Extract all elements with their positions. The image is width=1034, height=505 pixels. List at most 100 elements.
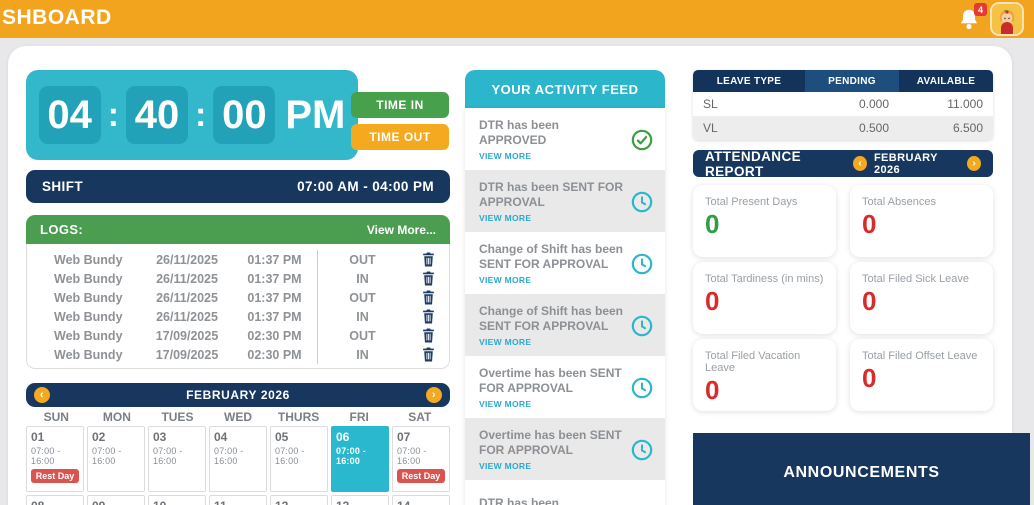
log-time: 01:37 PM [247, 252, 302, 267]
log-time: 01:37 PM [247, 290, 302, 305]
attendance-report-header: ATTENDANCE REPORT ‹ FEBRUARY 2026 › [693, 149, 993, 179]
log-row: Web Bundy 17/09/2025 02:30 PM IN [27, 345, 449, 364]
pending-clock-icon [631, 315, 653, 337]
stat-label: Total Filed Sick Leave [862, 273, 969, 285]
weekday-label: SUN [43, 410, 69, 424]
page-title: SHBOARD [2, 6, 112, 29]
day-number: 13 [336, 499, 384, 505]
calendar-day-cell[interactable]: 04 07:00 - 16:00 [209, 426, 267, 492]
logs-table: Web Bundy 26/11/2025 01:37 PM OUT Web Bu… [26, 244, 450, 369]
feed-item[interactable]: Overtime has been SENT FOR APPROVAL VIEW… [465, 356, 665, 418]
calendar-day-cell[interactable]: 13 [331, 495, 389, 505]
log-date: 17/09/2025 [155, 328, 219, 343]
feed-item[interactable]: DTR has been SENT FOR APPROVAL VIEW MORE [465, 170, 665, 232]
weekday-label: SAT [408, 410, 432, 424]
leave-type-header: LEAVE TYPE [716, 75, 782, 87]
attendance-next-button[interactable]: › [967, 156, 982, 171]
feed-item-title: Overtime has been SENT FOR APPROVAL [479, 428, 622, 457]
feed-item[interactable]: Change of Shift has been SENT FOR APPROV… [465, 232, 665, 294]
stat-card-absences: Total Absences 0 [850, 185, 993, 257]
weekday-label: THURS [277, 410, 320, 424]
calendar-day-cell[interactable]: 09 [87, 495, 145, 505]
user-avatar[interactable] [990, 2, 1024, 36]
calendar-day-cell[interactable]: 07 07:00 - 16:00 Rest Day [392, 426, 450, 492]
leave-table-header: LEAVE TYPE PENDING AVAILABLE [693, 70, 993, 92]
feed-item-title: DTR has been APPROVED [479, 118, 560, 147]
log-source: Web Bundy [54, 271, 123, 286]
logs-view-more-link[interactable]: View More... [366, 222, 436, 237]
log-status: OUT [317, 288, 407, 307]
delete-log-icon[interactable] [407, 252, 449, 267]
shift-bar: SHIFT 07:00 AM - 04:00 PM [26, 170, 450, 203]
weekday-label: WED [224, 410, 253, 424]
day-number: 04 [214, 430, 228, 444]
logs-header: LOGS: View More... [26, 215, 450, 244]
day-shift-time: 07:00 - 16:00 [153, 446, 183, 466]
feed-view-more-link[interactable]: VIEW MORE [479, 151, 532, 161]
feed-view-more-link[interactable]: VIEW MORE [479, 461, 532, 471]
log-date: 26/11/2025 [156, 290, 218, 305]
calendar-day-cell[interactable]: 05 07:00 - 16:00 [270, 426, 328, 492]
clock-seconds: 00 [213, 86, 276, 144]
calendar-grid: 01 07:00 - 16:00 Rest Day 02 07:00 - 16:… [26, 426, 450, 505]
day-number: 01 [31, 430, 45, 444]
shift-schedule: 07:00 AM - 04:00 PM [297, 179, 434, 194]
weekday-label: TUES [161, 410, 194, 424]
calendar-month-label: FEBRUARY 2026 [186, 388, 290, 402]
stat-label: Total Tardiness (in mins) [705, 273, 824, 285]
attendance-prev-button[interactable]: ‹ [853, 156, 867, 171]
announcements-title: ANNOUNCEMENTS [783, 464, 940, 481]
stat-value: 0 [705, 286, 720, 316]
log-status: IN [317, 269, 407, 288]
feed-item[interactable]: Change of Shift has been SENT FOR APPROV… [465, 294, 665, 356]
day-number: 03 [153, 430, 167, 444]
clock-hours: 04 [38, 86, 101, 144]
feed-item-title: Change of Shift has been SENT FOR APPROV… [479, 242, 624, 271]
log-time: 02:30 PM [247, 328, 302, 343]
calendar-day-cell[interactable]: 11 [209, 495, 267, 505]
feed-view-more-link[interactable]: VIEW MORE [479, 275, 532, 285]
calendar-day-cell-today[interactable]: 06 07:00 - 16:00 [331, 426, 389, 492]
feed-view-more-link[interactable]: VIEW MORE [479, 213, 532, 223]
feed-view-more-link[interactable]: VIEW MORE [479, 399, 532, 409]
stat-card-sick-leave: Total Filed Sick Leave 0 [850, 262, 993, 334]
calendar-prev-button[interactable]: ‹ [34, 387, 50, 403]
calendar-day-cell[interactable]: 02 07:00 - 16:00 [87, 426, 145, 492]
feed-item[interactable]: Overtime has been SENT FOR APPROVAL VIEW… [465, 418, 665, 480]
stat-label: Total Filed Offset Leave [862, 350, 978, 362]
day-number: 06 [336, 430, 350, 444]
log-date: 26/11/2025 [156, 309, 218, 324]
activity-feed-list: DTR has been APPROVED VIEW MORE DTR has … [465, 108, 665, 505]
time-out-button[interactable]: TIME OUT [351, 124, 449, 150]
stat-card-tardiness: Total Tardiness (in mins) 0 [693, 262, 836, 334]
calendar-day-cell[interactable]: 12 [270, 495, 328, 505]
feed-view-more-link[interactable]: VIEW MORE [479, 337, 532, 347]
calendar-day-cell[interactable]: 10 [148, 495, 206, 505]
delete-log-icon[interactable] [407, 290, 449, 305]
day-number: 12 [275, 499, 323, 505]
log-source: Web Bundy [54, 328, 123, 343]
log-time: 01:37 PM [247, 271, 302, 286]
delete-log-icon[interactable] [407, 328, 449, 343]
pending-clock-icon [631, 253, 653, 275]
calendar-next-button[interactable]: › [426, 387, 442, 403]
feed-item[interactable]: DTR has been APPROVED VIEW MORE [465, 480, 665, 505]
delete-log-icon[interactable] [407, 271, 449, 286]
feed-item[interactable]: DTR has been APPROVED VIEW MORE [465, 108, 665, 170]
stat-value: 0 [862, 363, 877, 393]
delete-log-icon[interactable] [407, 309, 449, 324]
log-status: OUT [317, 250, 407, 269]
clock-colon: : [195, 95, 207, 134]
calendar-day-cell[interactable]: 03 07:00 - 16:00 [148, 426, 206, 492]
log-time: 01:37 PM [247, 309, 302, 324]
day-number: 09 [92, 499, 140, 505]
delete-log-icon[interactable] [407, 347, 449, 362]
stat-card-vacation-leave: Total Filed Vacation Leave 0 [693, 339, 836, 411]
time-in-button[interactable]: TIME IN [351, 92, 449, 118]
log-status: IN [317, 345, 407, 364]
calendar-day-cell[interactable]: 01 07:00 - 16:00 Rest Day [26, 426, 84, 492]
calendar-day-cell[interactable]: 08 [26, 495, 84, 505]
leave-pending: 0.000 [858, 97, 889, 111]
calendar-day-cell[interactable]: 14 [392, 495, 450, 505]
notifications-button[interactable]: 4 [956, 3, 987, 33]
